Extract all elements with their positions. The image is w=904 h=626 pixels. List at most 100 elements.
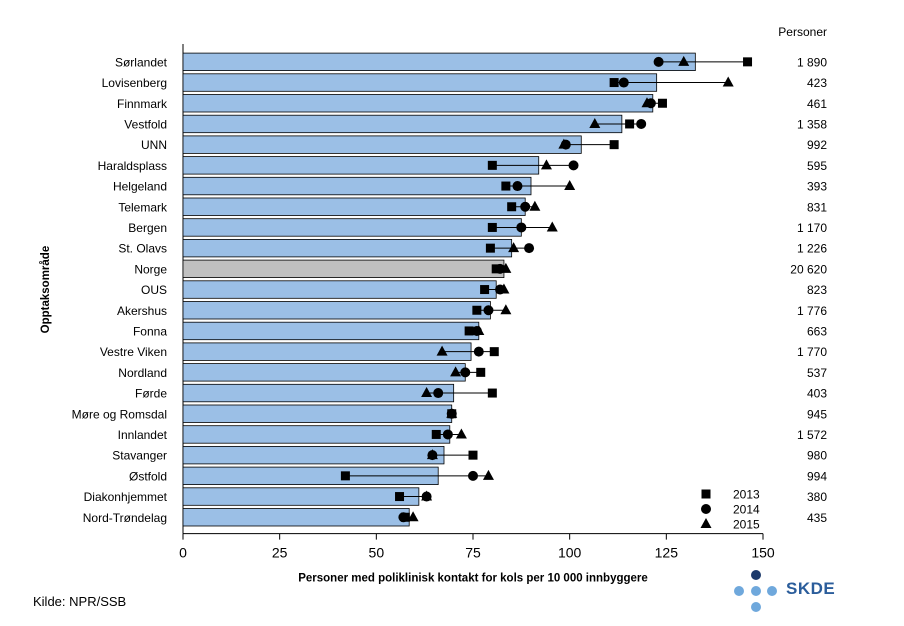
marker-2014 [653,56,664,67]
persons-value: 1 770 [797,345,827,359]
marker-2014 [460,367,471,378]
marker-2014 [568,160,579,171]
marker-2014 [520,201,531,212]
marker-2015 [498,283,510,294]
marker-2015 [407,511,419,522]
category-label: Helgeland [113,180,167,194]
persons-value: 992 [807,138,827,152]
marker-2015 [500,304,512,315]
persons-value: 537 [807,366,827,380]
x-axis-title: Personer med poliklinisk kontakt for kol… [298,573,648,585]
bar [182,218,522,237]
marker-2013 [476,367,486,377]
persons-value: 595 [807,159,827,173]
marker-2015 [426,449,438,460]
logo-dot-top [751,570,761,580]
marker-2015 [455,428,467,439]
category-label: Haraldsplass [98,159,167,173]
marker-2013 [485,243,495,253]
bar [182,135,582,154]
logo-text: SKDE [786,579,836,598]
marker-2015 [564,180,576,191]
category-label: Telemark [118,200,168,214]
marker-2015 [540,159,552,170]
category-label: St. Olavs [118,242,167,256]
marker-2015 [473,324,485,335]
marker-2015 [500,262,512,273]
persons-value: 831 [807,200,827,214]
bar [182,342,472,361]
persons-value: 403 [807,387,827,401]
category-label: OUS [141,283,167,297]
category-label: Norge [134,262,167,276]
bar [182,280,497,299]
bar [182,156,540,175]
legend-marker-2013 [701,489,711,499]
x-tick-label: 25 [272,545,288,561]
marker-2015 [546,221,558,232]
marker-2014 [524,243,535,254]
x-tick-label: 150 [751,545,775,561]
marker-2014 [618,77,629,88]
category-label: Vestre Viken [100,345,167,359]
marker-2015 [450,366,462,377]
marker-2013 [487,222,497,232]
legend-label: 2013 [733,488,760,502]
bar [182,197,526,216]
marker-2013 [743,57,753,67]
marker-2014 [516,222,527,233]
persons-value: 1 358 [797,117,827,131]
persons-value: 1 890 [797,55,827,69]
category-label: Finnmark [117,97,168,111]
marker-2013 [487,388,497,398]
persons-value: 1 572 [797,428,827,442]
marker-2013 [609,78,619,88]
marker-2015 [421,387,433,398]
persons-value: 435 [807,511,827,525]
bar [182,94,654,113]
persons-value: 994 [807,469,827,483]
persons-value: 980 [807,449,827,463]
marker-2015 [678,55,690,66]
bar [182,321,480,341]
bar [182,238,513,258]
marker-2013 [501,181,511,191]
logo-dot-mid-2 [751,586,761,596]
marker-2013 [472,305,482,315]
category-label: Diakonhjemmet [84,490,168,504]
marker-2015 [558,138,570,149]
marker-2013 [657,98,667,108]
marker-2013 [489,347,499,357]
persons-value: 1 170 [797,221,827,235]
category-label: Fonna [133,324,167,338]
marker-2013 [480,285,490,295]
marker-2014 [483,305,494,316]
marker-2014 [468,470,478,481]
bar [182,176,532,196]
persons-value: 380 [807,490,827,504]
marker-2015 [508,242,520,253]
bar [182,445,445,465]
marker-2013 [487,160,497,170]
category-label: Akershus [117,304,167,318]
logo-dot-bottom [751,602,761,612]
marker-2014 [473,346,484,357]
category-label: Vestfold [124,117,167,131]
persons-value: 823 [807,283,827,297]
logo-dot-mid-3 [767,586,777,596]
marker-2015 [529,200,541,211]
bar [182,73,658,92]
legend-marker-2014 [701,504,711,514]
marker-2015 [482,469,494,480]
bar [182,404,453,423]
bar [182,301,491,320]
bar [182,114,623,134]
bar [182,259,505,279]
bar [182,383,455,403]
x-tick-label: 125 [655,545,679,561]
persons-value: 461 [807,97,827,111]
category-label: Stavanger [112,449,167,463]
marker-2013 [468,450,478,460]
category-label: Nordland [118,366,167,380]
